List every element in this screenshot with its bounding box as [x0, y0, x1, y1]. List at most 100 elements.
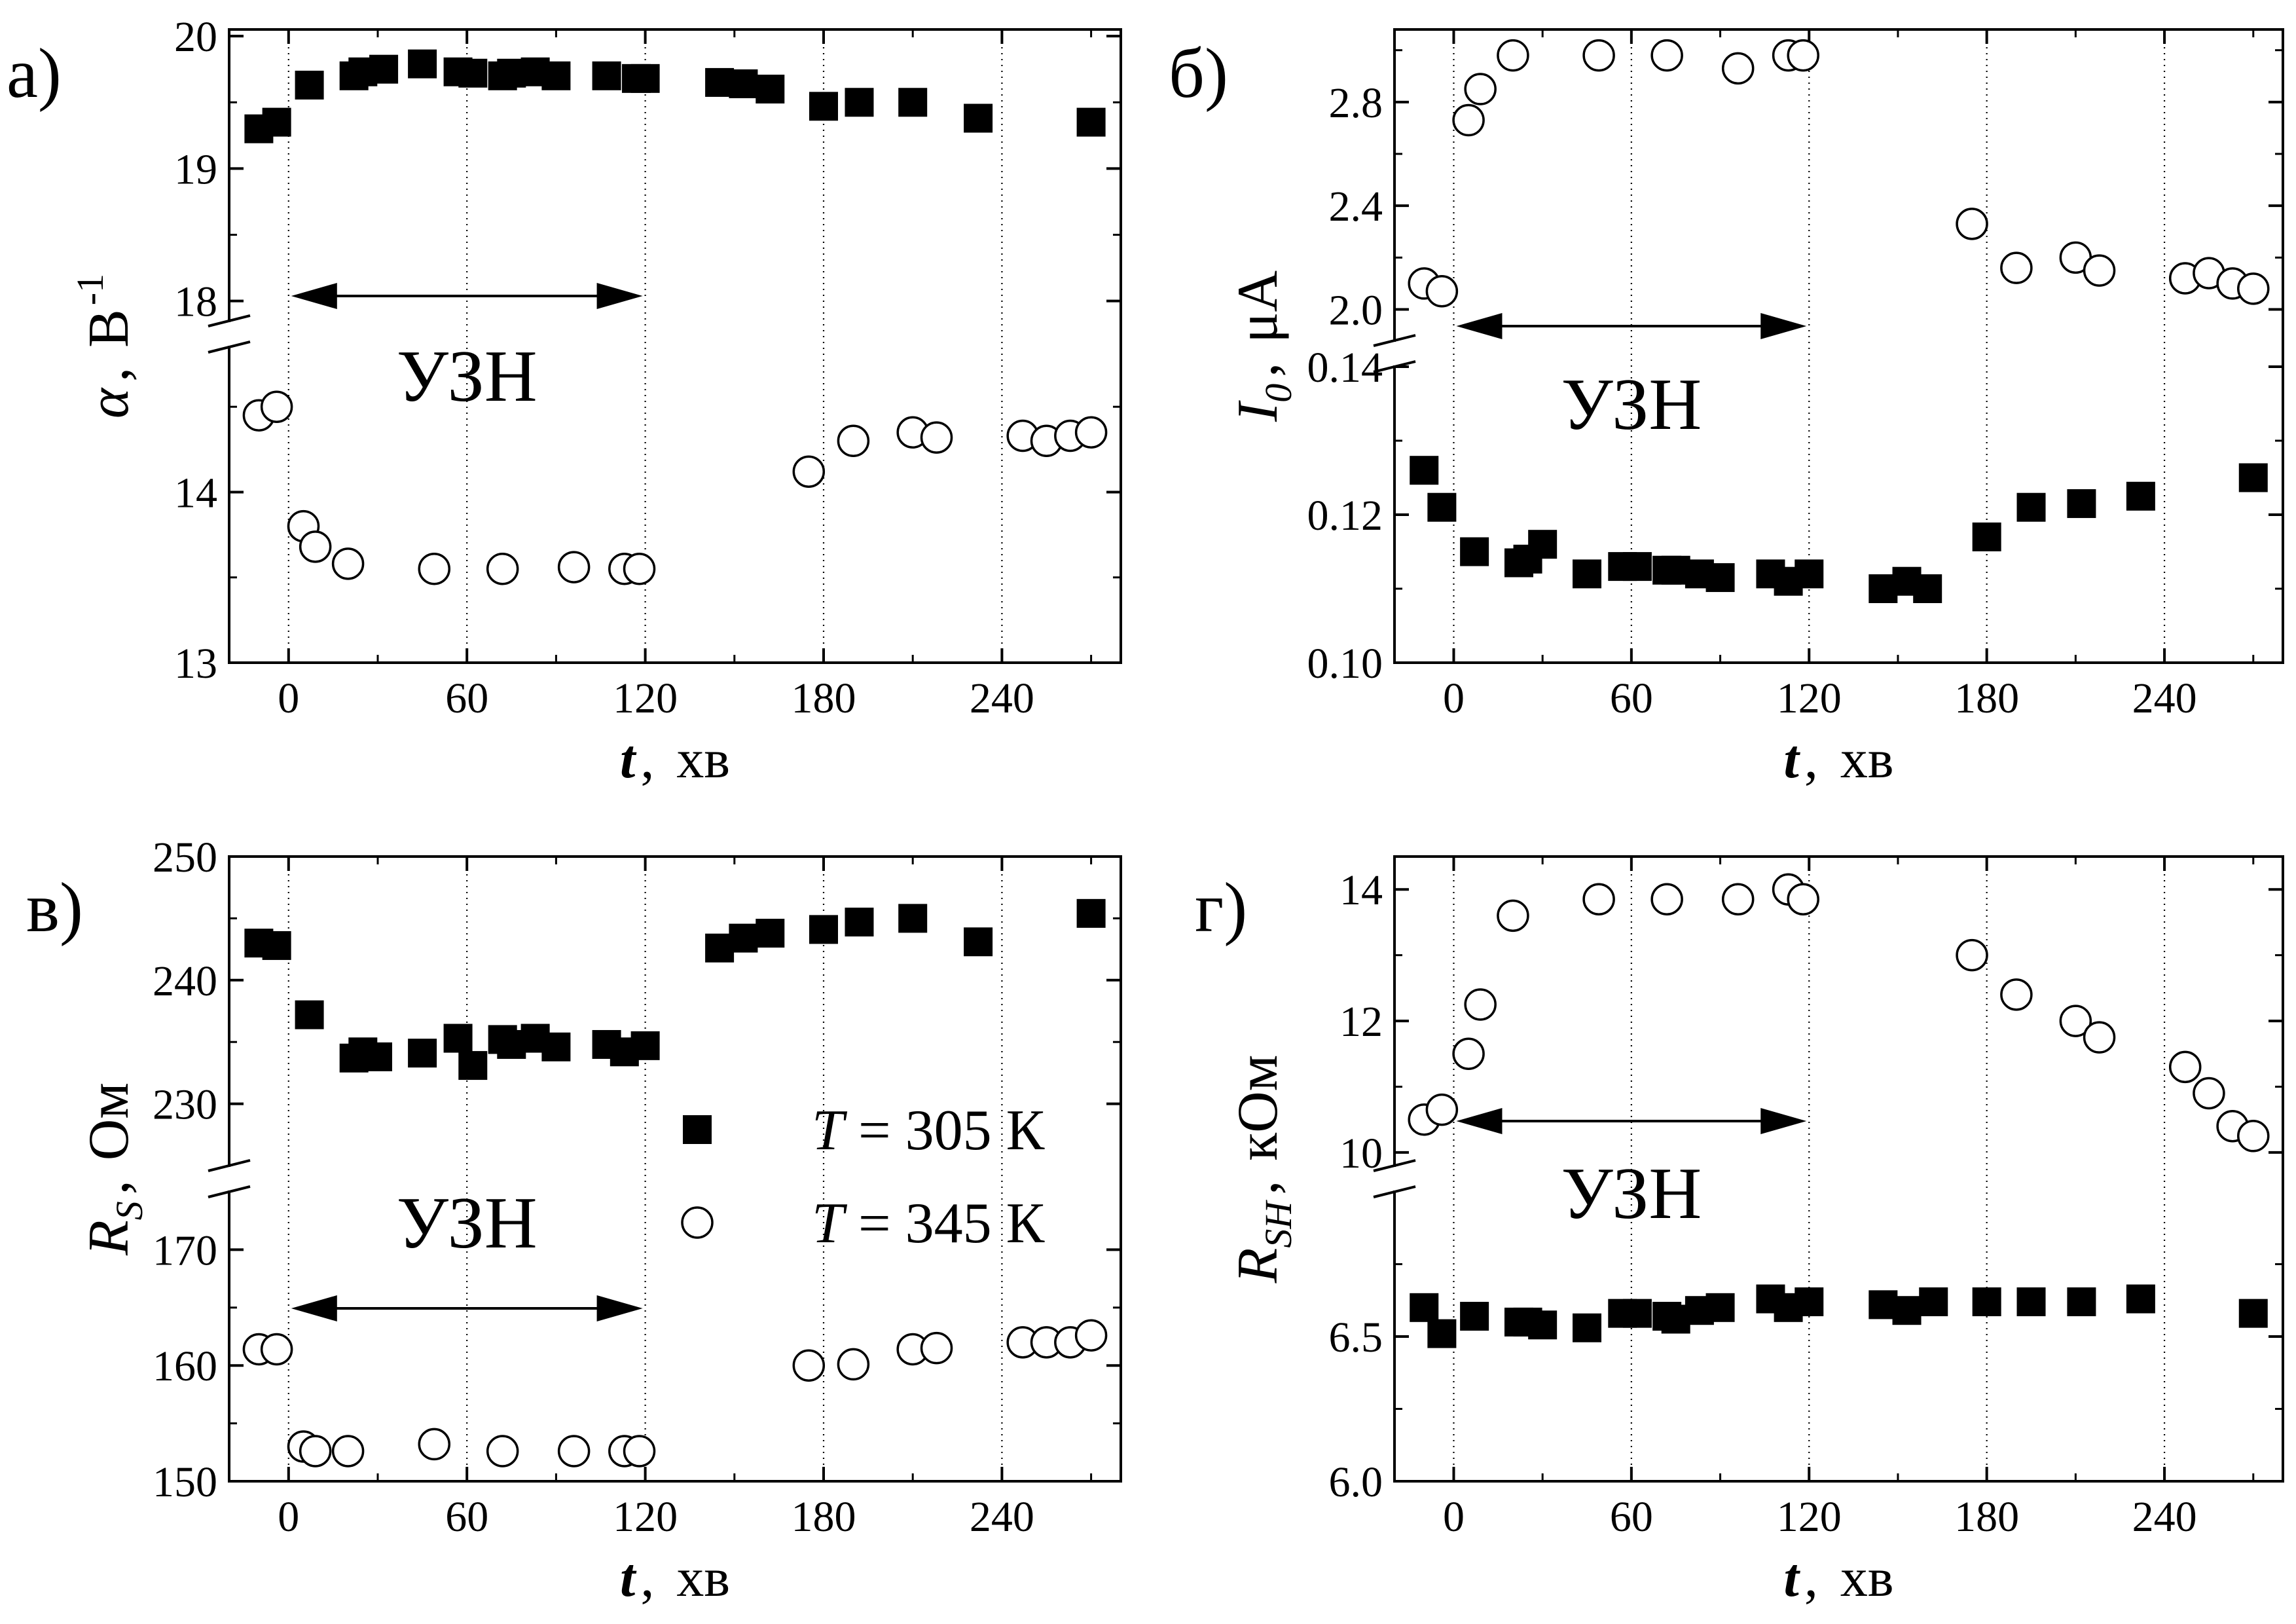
y-axis-var: R [77, 1220, 141, 1256]
data-point-square [1427, 492, 1457, 522]
x-axis-sep: , [640, 729, 654, 790]
x-axis-label: t, хв [620, 1547, 730, 1608]
x-axis-unit: хв [676, 1547, 730, 1608]
x-tick-label: 0 [1443, 674, 1465, 722]
data-point-circle [2000, 251, 2033, 284]
x-tick-label: 60 [445, 1493, 488, 1541]
axis-break-mark-0 [1373, 334, 1416, 347]
y-tick-label: 6.0 [1329, 1458, 1383, 1506]
x-axis-label: t, хв [1783, 1547, 1893, 1608]
annotation-uzn: УЗН [397, 336, 538, 417]
data-point-circle [1650, 39, 1683, 72]
data-point-circle [557, 551, 591, 583]
data-point-square [809, 915, 838, 944]
x-tick-label: 0 [278, 1493, 299, 1541]
y-axis-unit: Ом [77, 1082, 141, 1160]
data-point-square [630, 64, 660, 93]
y-axis-unit: В [77, 309, 141, 348]
y-axis-sep: , [1226, 363, 1290, 377]
x-tick-label: 120 [1777, 674, 1842, 722]
data-point-circle [792, 455, 826, 488]
axis-break-mark-0 [208, 314, 251, 327]
y-axis-sep: , [77, 367, 141, 382]
panel-label: а) [7, 35, 62, 113]
x-axis-sep: , [640, 1547, 654, 1608]
y-axis-sep: , [1226, 1181, 1290, 1195]
arrow-head-left [1456, 1108, 1503, 1134]
data-point-circle [1497, 899, 1529, 932]
y-tick-label: 18 [174, 278, 217, 326]
y-axis-var: α [77, 387, 141, 418]
y-tick-label: 2.8 [1329, 79, 1383, 127]
axis-break-gap [1392, 342, 1397, 365]
data-point-circle [2083, 254, 2116, 287]
data-point-circle [2237, 1120, 2270, 1153]
data-point-square [408, 49, 437, 79]
data-point-circle [1956, 208, 1988, 240]
data-point-circle [1074, 416, 1108, 449]
y-tick-label: 250 [153, 834, 217, 881]
data-point-square [1892, 1296, 1922, 1325]
chart-panel-b: 0 60 120 180 240 2.0 2.4 2.8 0.10 0.12 0.14 УЗН б) t,… [1169, 28, 2284, 790]
y-tick-label: 170 [153, 1227, 217, 1274]
data-point-square [2238, 1299, 2268, 1328]
data-point-circle [1582, 883, 1615, 916]
data-point-circle [837, 1348, 870, 1381]
data-point-circle [331, 1435, 365, 1467]
y-axis-sub: S [108, 1201, 151, 1220]
y-tick-label: 6.5 [1329, 1314, 1383, 1361]
y-tick-label: 10 [1339, 1130, 1383, 1177]
data-point-square [295, 1000, 324, 1029]
data-point-square [2016, 1287, 2046, 1316]
y-tick-label: 2.4 [1329, 183, 1383, 231]
data-point-square [2067, 489, 2096, 519]
axis-break-mark-1 [208, 341, 251, 354]
data-point-square [262, 931, 291, 960]
x-axis-sep: , [1804, 729, 1818, 790]
annotation-uzn: УЗН [397, 1183, 538, 1264]
legend-marker-square [683, 1115, 712, 1144]
y-axis-label: α, В -1 [69, 274, 141, 418]
x-tick-label: 180 [792, 1493, 856, 1541]
y-axis-sup: -1 [69, 274, 111, 305]
y-axis-unit: кОм [1226, 1055, 1290, 1161]
data-point-square [1972, 1287, 2001, 1316]
data-point-circle [1787, 39, 1819, 72]
x-axis-unit: хв [676, 729, 730, 790]
axis-break-mark-0 [208, 1159, 251, 1172]
legend-label: T = 305 К [812, 1099, 1045, 1162]
data-point-square [1705, 563, 1735, 593]
data-point-square [1528, 1310, 1558, 1340]
axis-break-mark-1 [208, 1185, 251, 1198]
legend-text: = 345 К [844, 1192, 1045, 1255]
data-point-circle [1464, 73, 1497, 105]
x-tick-label: 120 [1777, 1493, 1842, 1541]
chart-panel-v: 0 60 120 180 240 230 240 250 150 160 170 УЗН в) t, хв R… [26, 834, 1122, 1608]
chart-panel-g: 0 60 120 180 240 10 12 14 6.0 6.5 УЗН г) t, хв RSH, кОм [1195, 855, 2284, 1608]
data-point-square [1573, 1313, 1602, 1342]
x-axis-var: t [620, 1547, 637, 1608]
y-axis-unit: μА [1226, 270, 1290, 343]
data-point-square [898, 904, 928, 933]
data-point-square [1076, 107, 1106, 137]
data-point-circle [2168, 1050, 2202, 1084]
data-point-square [458, 1051, 488, 1080]
data-point-circle [260, 390, 293, 423]
data-point-square [1622, 1299, 1652, 1328]
data-point-square [729, 69, 758, 98]
data-point-square [541, 61, 571, 90]
y-tick-label: 12 [1339, 998, 1383, 1046]
data-point-circle [1452, 1037, 1485, 1071]
data-point-square [408, 1039, 437, 1068]
data-point-circle [837, 424, 870, 458]
y-tick-label: 0.10 [1307, 640, 1383, 688]
data-point-square [756, 919, 785, 948]
y-axis-label: RSH, кОм [1226, 1055, 1300, 1284]
y-axis-sep: , [77, 1180, 141, 1194]
data-point-square [458, 58, 488, 88]
arrow-head-right [596, 283, 643, 309]
x-axis-label: t, хв [620, 729, 730, 790]
data-point-square [809, 92, 838, 121]
data-point-square [630, 1031, 660, 1060]
